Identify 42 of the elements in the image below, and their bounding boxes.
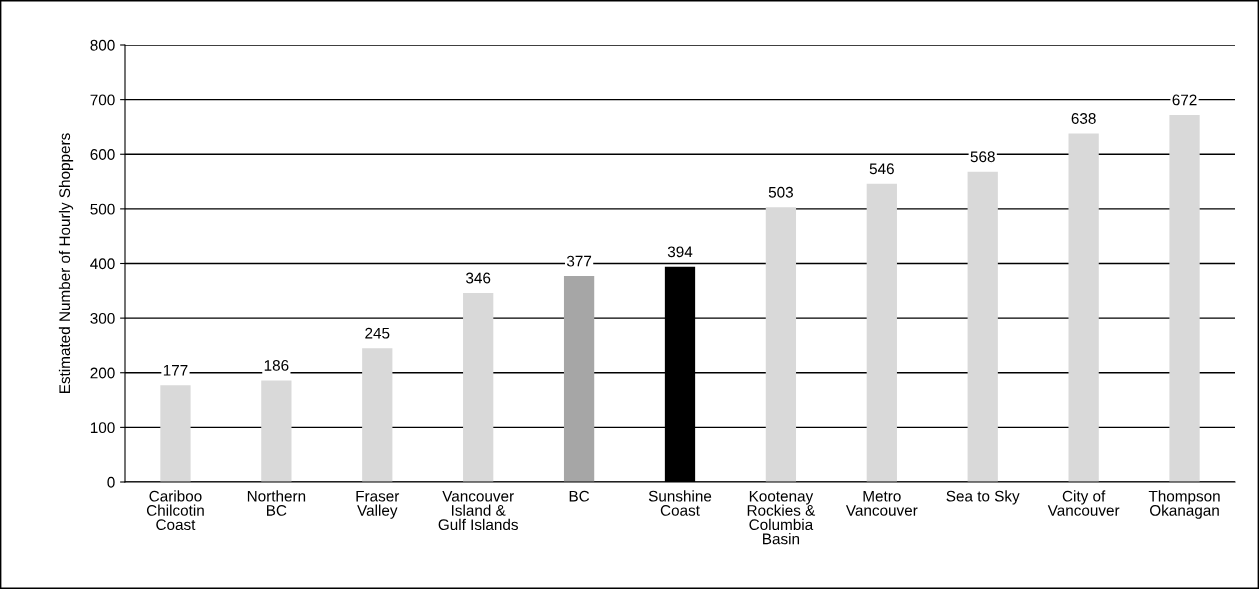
y-tick-label: 800 (90, 39, 115, 51)
bar (160, 385, 191, 482)
bar (261, 380, 292, 482)
x-tick-label: Vancouver Island & Gulf Islands (438, 490, 518, 531)
y-tick-label: 200 (90, 367, 115, 379)
data-label: 546 (869, 163, 894, 175)
data-label: 672 (1172, 94, 1197, 106)
data-label: 568 (970, 151, 995, 163)
bar (765, 207, 797, 482)
y-tick-label: 0 (107, 476, 115, 488)
data-label: 346 (466, 272, 491, 284)
y-tick-label: 100 (90, 422, 115, 434)
data-label: 245 (365, 327, 390, 339)
y-tick-label: 400 (90, 258, 115, 270)
bar (463, 293, 494, 482)
x-tick-label: Thompson Okanagan (1148, 490, 1220, 519)
y-axis-title: Estimated Number of Hourly Shoppers (58, 133, 74, 394)
x-tick-label: Northern BC (247, 490, 306, 516)
y-tick-label: 500 (90, 203, 115, 215)
y-tick-label: 700 (90, 94, 115, 106)
x-tick-label: City of Vancouver (1047, 490, 1120, 516)
y-tick-label: 600 (90, 149, 115, 160)
x-tick-label: Sea to Sky (946, 490, 1020, 505)
y-tick-label: 300 (90, 312, 115, 324)
data-label: 177 (163, 365, 188, 376)
bar (563, 276, 595, 482)
data-label: 503 (768, 186, 793, 198)
x-tick-label: Kootenay Rockies & Columbia Basin (747, 490, 816, 545)
x-tick-label: Sunshine Coast (648, 490, 712, 516)
x-tick-label: Metro Vancouver (845, 490, 918, 516)
bar (967, 171, 998, 482)
bar (866, 183, 897, 482)
bar (362, 348, 393, 482)
x-tick-label: Cariboo Chilcotin Coast (146, 490, 204, 531)
bar (1169, 114, 1200, 482)
bar (1068, 133, 1099, 482)
data-label: 394 (667, 246, 693, 258)
data-label: 638 (1071, 113, 1096, 124)
x-tick-label: BC (569, 490, 590, 502)
data-label: 377 (566, 255, 592, 267)
data-label: 186 (264, 360, 289, 371)
x-tick-label: Fraser Valley (356, 490, 400, 519)
